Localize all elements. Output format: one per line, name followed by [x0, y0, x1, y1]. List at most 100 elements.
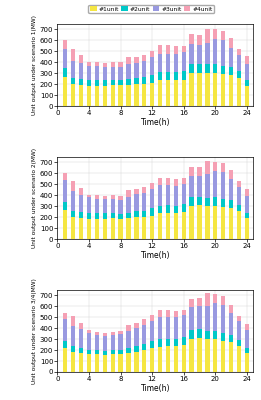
Bar [118, 196, 123, 200]
Y-axis label: Unit output under scenario 3/4(MW): Unit output under scenario 3/4(MW) [32, 278, 37, 384]
Bar [71, 217, 75, 239]
Bar [110, 67, 115, 80]
Bar [166, 213, 170, 239]
Bar [237, 346, 241, 372]
Bar [150, 51, 154, 57]
Bar [63, 76, 68, 106]
Bar [150, 314, 154, 320]
Bar [103, 199, 107, 213]
Bar [245, 80, 249, 86]
Bar [79, 323, 83, 329]
Bar [166, 54, 170, 72]
Bar [166, 205, 170, 213]
Bar [71, 192, 75, 210]
Bar [245, 324, 249, 330]
Bar [197, 45, 202, 64]
Bar [166, 45, 170, 54]
Bar [142, 217, 146, 239]
Bar [63, 313, 68, 320]
Bar [189, 176, 194, 198]
Bar [63, 320, 68, 341]
Bar [158, 317, 162, 339]
Bar [182, 46, 186, 52]
Bar [229, 75, 233, 106]
Bar [87, 354, 91, 372]
Bar [63, 173, 68, 180]
Bar [110, 354, 115, 372]
Bar [213, 331, 217, 339]
Bar [205, 293, 210, 306]
Bar [174, 317, 178, 339]
Bar [95, 219, 99, 239]
Bar [221, 66, 225, 74]
Bar [197, 306, 202, 329]
Bar [95, 66, 99, 80]
Bar [87, 62, 91, 66]
Bar [103, 63, 107, 67]
Bar [71, 346, 75, 352]
Bar [134, 323, 139, 328]
Bar [205, 198, 210, 206]
Bar [213, 64, 217, 73]
Bar [71, 181, 75, 192]
Bar [245, 86, 249, 106]
Bar [150, 341, 154, 348]
Bar [103, 213, 107, 219]
Bar [79, 188, 83, 195]
Bar [95, 354, 99, 372]
Bar [158, 54, 162, 72]
Bar [221, 341, 225, 372]
Bar [158, 80, 162, 106]
Bar [87, 333, 91, 350]
Bar [95, 213, 99, 219]
Bar [229, 335, 233, 342]
Bar [126, 348, 130, 353]
Bar [174, 54, 178, 72]
Bar [237, 55, 241, 71]
Bar [79, 348, 83, 353]
Bar [189, 198, 194, 206]
Bar [126, 197, 130, 213]
Bar [166, 339, 170, 346]
Bar [245, 213, 249, 218]
Bar [213, 171, 217, 198]
Bar [158, 186, 162, 206]
Bar [118, 85, 123, 106]
Bar [229, 313, 233, 335]
Bar [174, 72, 178, 80]
Bar [71, 61, 75, 78]
Bar [245, 330, 249, 348]
Bar [134, 63, 139, 78]
Bar [118, 219, 123, 239]
X-axis label: Time(h): Time(h) [140, 250, 170, 260]
Bar [118, 62, 123, 67]
Bar [221, 40, 225, 66]
Bar [166, 80, 170, 106]
Bar [71, 84, 75, 106]
Bar [79, 218, 83, 239]
Bar [95, 86, 99, 106]
Bar [134, 328, 139, 346]
Bar [166, 178, 170, 185]
Bar [229, 305, 233, 313]
Bar [197, 329, 202, 338]
Bar [150, 189, 154, 208]
Bar [182, 80, 186, 106]
Bar [87, 66, 91, 80]
Bar [103, 80, 107, 86]
Bar [79, 329, 83, 348]
Bar [189, 64, 194, 73]
Bar [166, 346, 170, 372]
Bar [79, 55, 83, 63]
Bar [87, 330, 91, 333]
Bar [237, 320, 241, 340]
Bar [79, 212, 83, 218]
Bar [103, 86, 107, 106]
Bar [118, 334, 123, 350]
Bar [158, 310, 162, 317]
Bar [197, 167, 202, 176]
Bar [213, 162, 217, 171]
Bar [110, 199, 115, 213]
Bar [63, 40, 68, 49]
Bar [150, 57, 154, 75]
